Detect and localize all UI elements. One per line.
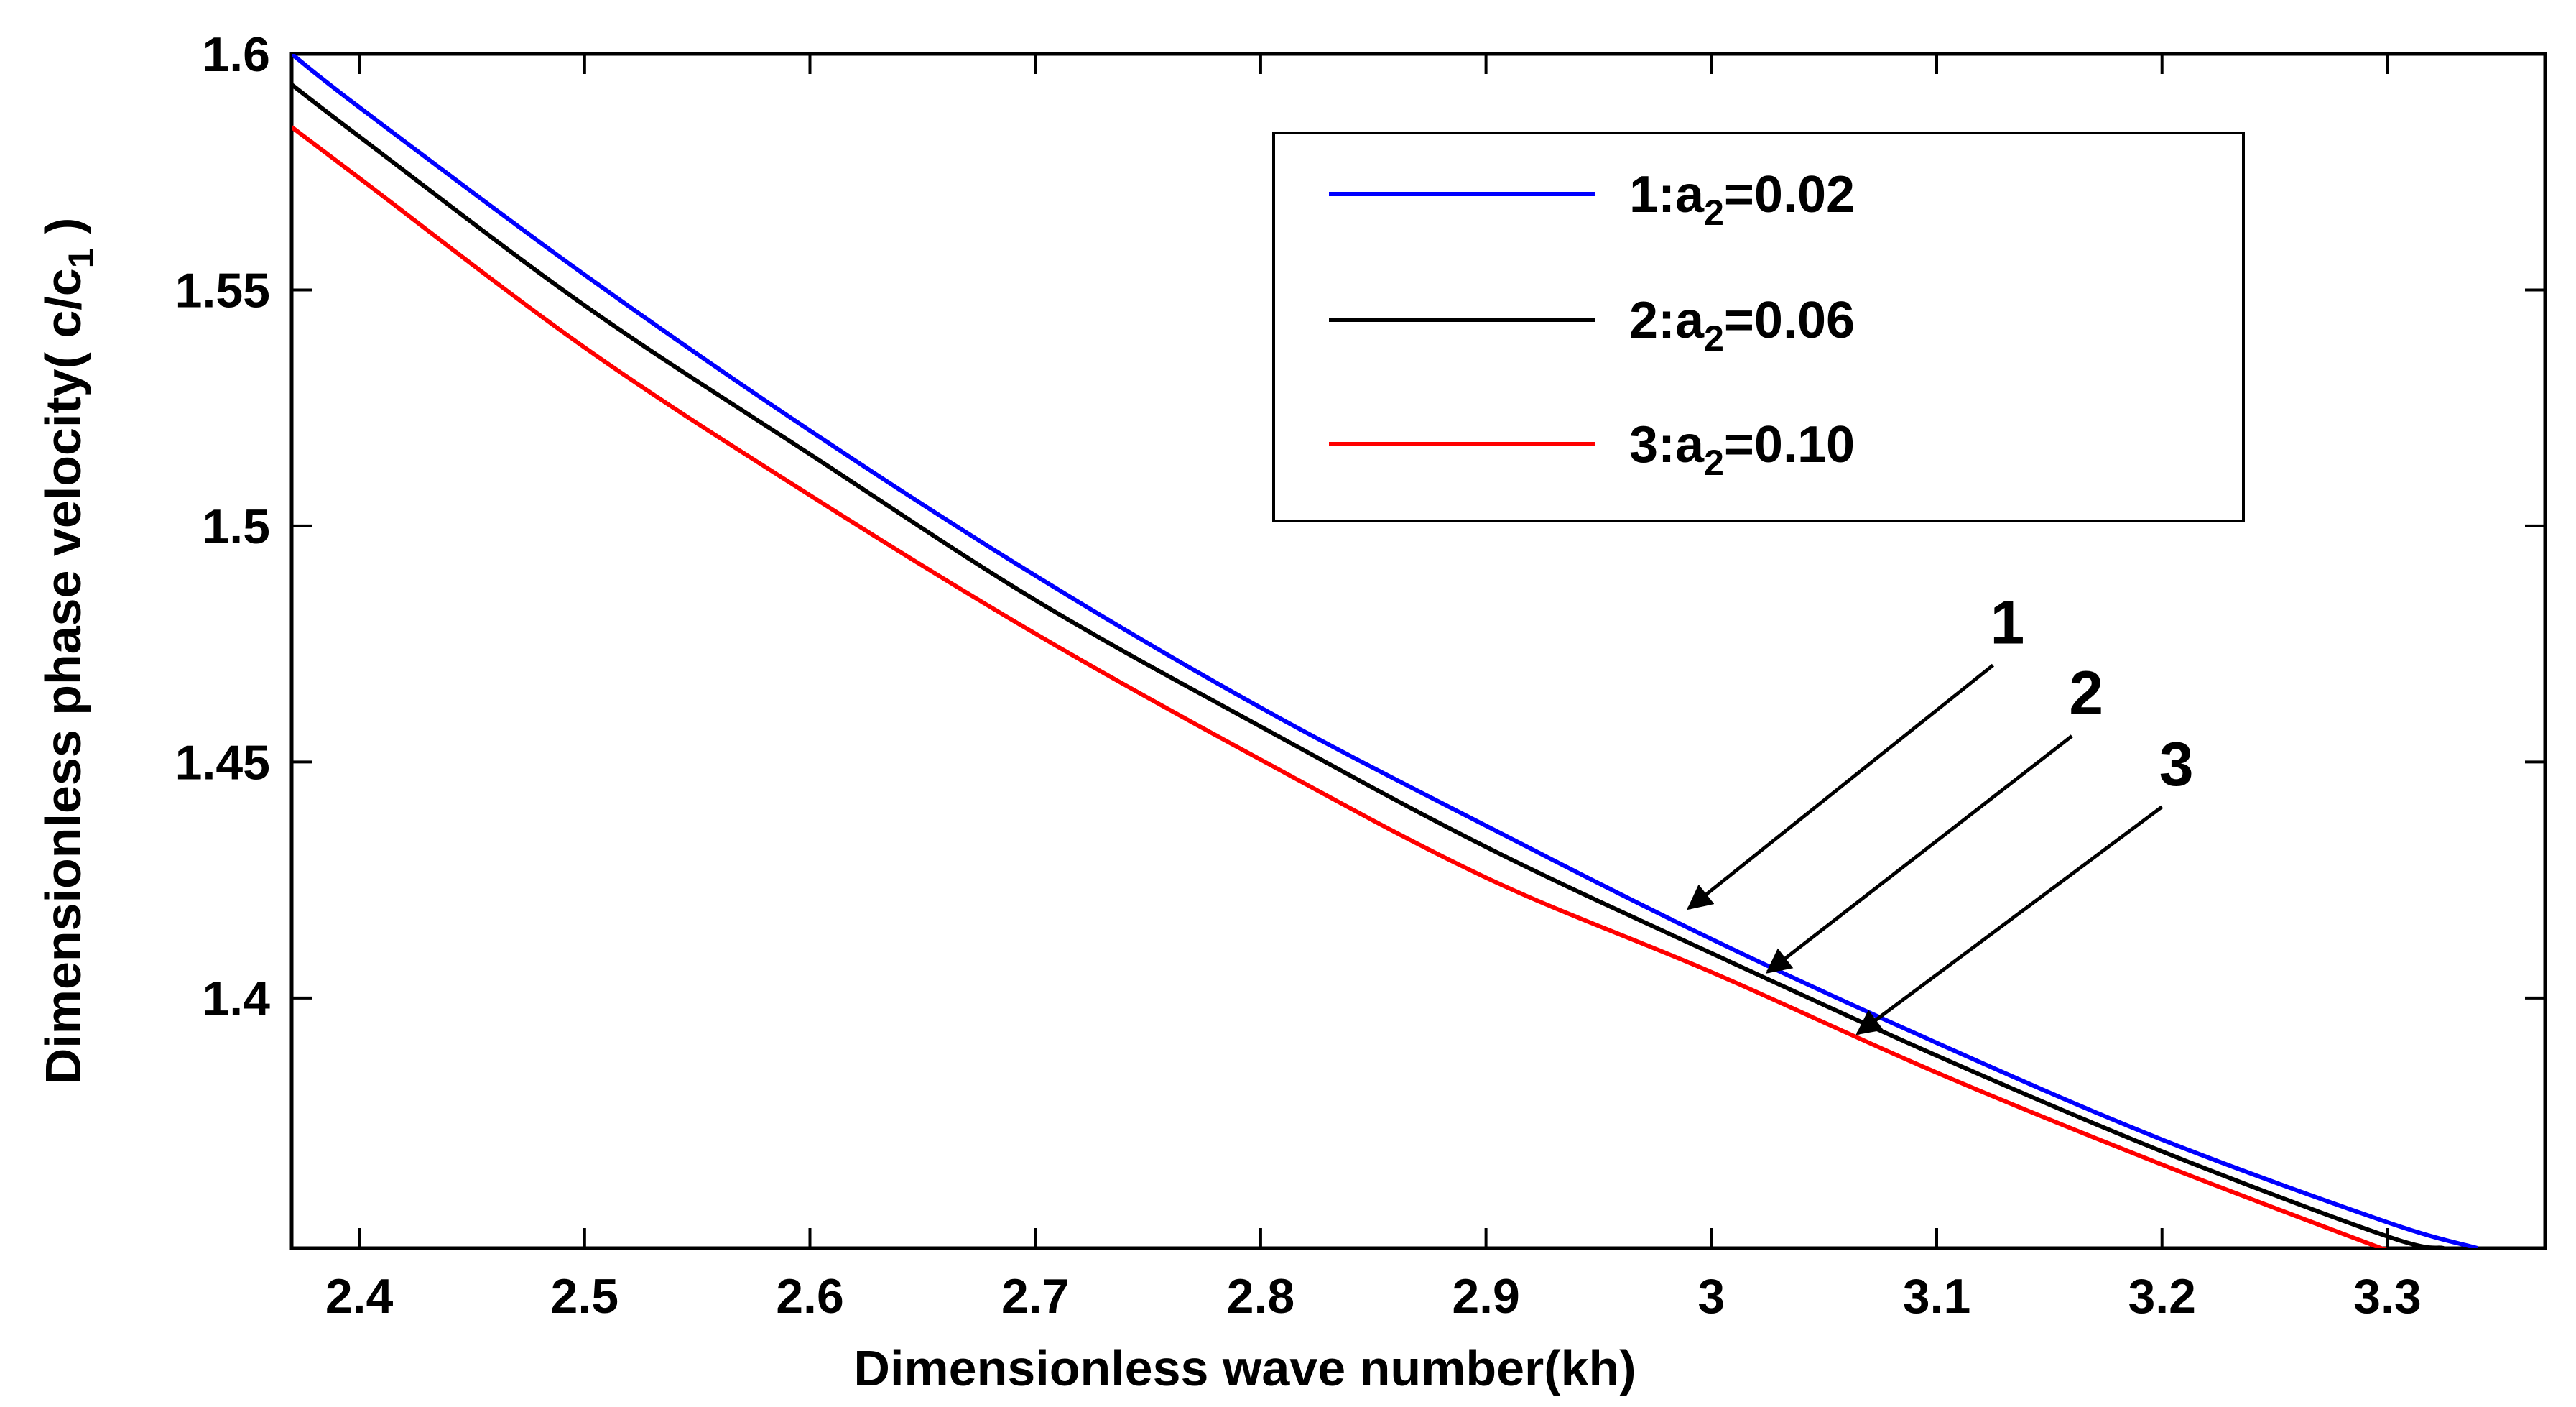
y-tick-label: 1.6: [202, 27, 270, 82]
curve-callouts: 123: [1687, 589, 2194, 1035]
x-tick-label: 2.5: [551, 1269, 619, 1324]
legend-label-2: 2:a2=0.06: [1629, 292, 1855, 359]
y-tick-label: 1.45: [175, 735, 270, 790]
series-line-1: [292, 54, 2478, 1248]
x-axis-title: Dimensionless wave number(kh): [853, 1340, 1636, 1396]
data-series-lines: [292, 54, 2478, 1248]
y-axis-tick-labels: 1.4 1.45 1.5 1.55 1.6: [175, 27, 271, 1026]
x-tick-label: 3: [1697, 1269, 1725, 1324]
y-tick-label: 1.5: [202, 499, 270, 554]
x-axis-tick-labels: 2.4 2.5 2.6 2.7 2.8 2.9 3 3.1 3.2 3.3: [325, 1269, 2422, 1324]
series-line-3: [292, 125, 2388, 1248]
y-axis-title-subscript: 1: [61, 248, 101, 268]
x-tick-label: 2.9: [1452, 1269, 1520, 1324]
legend-label-1: 1:a2=0.02: [1629, 166, 1855, 233]
x-tick-label: 3.3: [2353, 1269, 2422, 1324]
callout-arrow-3: [1855, 805, 2164, 1035]
x-tick-label: 3.2: [2128, 1269, 2196, 1324]
y-axis-title-close: ): [35, 218, 91, 249]
x-tick-label: 3.1: [1903, 1269, 1971, 1324]
callout-label-2: 2: [2069, 659, 2103, 728]
x-tick-label: 2.8: [1227, 1269, 1295, 1324]
callout-label-1: 1: [1991, 589, 2025, 658]
y-axis-title: Dimensionless phase velocity( c/c1 ): [35, 218, 101, 1085]
x-tick-label: 2.7: [1001, 1269, 1070, 1324]
y-tick-label: 1.4: [202, 972, 270, 1026]
callout-arrow-1: [1687, 663, 1994, 910]
x-tick-label: 2.4: [325, 1269, 394, 1324]
series-line-2: [292, 83, 2445, 1248]
legend-label-3: 3:a2=0.10: [1629, 416, 1855, 483]
y-axis-title-main: Dimensionless phase velocity( c/c: [35, 268, 91, 1084]
y-tick-label: 1.55: [175, 263, 270, 318]
x-tick-label: 2.6: [776, 1269, 844, 1324]
callout-label-3: 3: [2159, 730, 2194, 799]
legend-box: [1272, 132, 2245, 522]
legend: 1:a2=0.02 2:a2=0.06 3:a2=0.10: [1272, 132, 2245, 522]
callout-arrow-2: [1765, 734, 2073, 974]
